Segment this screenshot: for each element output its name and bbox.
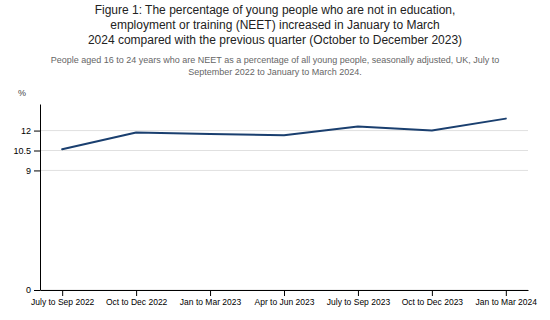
subtitle: People aged 16 to 24 years who are NEET …	[51, 55, 500, 65]
x-tick-label: Oct to Dec 2023	[402, 297, 464, 307]
y-tick-mark	[34, 151, 40, 152]
x-tick-label: July to Sep 2022	[31, 297, 95, 307]
y-tick-label: 10.5	[13, 146, 31, 156]
x-tick: Jan to Mar 2023	[180, 290, 242, 307]
grid-line	[40, 170, 528, 171]
x-tick-mark	[284, 290, 285, 296]
y-axis: 0 9 10.5 12	[13, 105, 40, 296]
x-tick-mark	[358, 290, 359, 296]
x-tick-mark	[210, 290, 211, 296]
x-tick-mark	[136, 290, 137, 296]
y-tick: 0	[26, 285, 40, 295]
y-tick-mark	[34, 131, 40, 132]
x-tick-label: Jan to Mar 2024	[476, 297, 538, 307]
x-tick-label: Oct to Dec 2022	[106, 297, 168, 307]
y-tick-label: 12	[21, 126, 31, 136]
title: 2024 compared with the previous quarter …	[88, 33, 462, 47]
marks	[62, 119, 506, 150]
title: employment or training (NEET) increased …	[110, 18, 439, 32]
y-tick-mark	[34, 290, 40, 291]
plot-area: 0910.512July to Sep 2022Oct to Dec 2022J…	[13, 88, 537, 307]
y-tick: 12	[21, 126, 40, 136]
y-tick-label: 9	[26, 166, 31, 176]
x-tick-mark	[62, 290, 63, 296]
x-tick-label: Jan to Mar 2023	[180, 297, 242, 307]
grid	[40, 131, 528, 290]
y-tick: 10.5	[13, 146, 40, 156]
x-tick-mark	[506, 290, 507, 296]
x-tick-label: July to Sep 2023	[327, 297, 391, 307]
y-tick-label: 0	[26, 285, 31, 295]
x-tick-label: Apr to Jun 2023	[254, 297, 314, 307]
y-axis-line	[40, 105, 41, 291]
x-tick: Jan to Mar 2024	[476, 290, 538, 307]
y-tick-mark	[34, 170, 40, 171]
grid-line	[40, 130, 528, 131]
subtitle: September 2022 to January to March 2024.	[188, 67, 362, 77]
x-axis: July to Sep 2022 Oct to Dec 2022 Jan to Ma…	[31, 290, 537, 307]
x-tick: July to Sep 2022	[31, 290, 95, 307]
y-tick: 9	[26, 166, 40, 176]
chart: Figure 1: The percentage of young people…	[0, 0, 550, 320]
x-tick: Oct to Dec 2022	[106, 290, 168, 307]
x-tick: Apr to Jun 2023	[254, 290, 314, 307]
x-tick: Oct to Dec 2023	[402, 290, 464, 307]
title: Figure 1: The percentage of young people…	[95, 3, 456, 17]
line	[62, 119, 506, 150]
y-axis-label: %	[18, 88, 26, 98]
x-tick-mark	[432, 290, 433, 296]
grid-line	[40, 150, 528, 151]
x-tick: July to Sep 2023	[327, 290, 391, 307]
